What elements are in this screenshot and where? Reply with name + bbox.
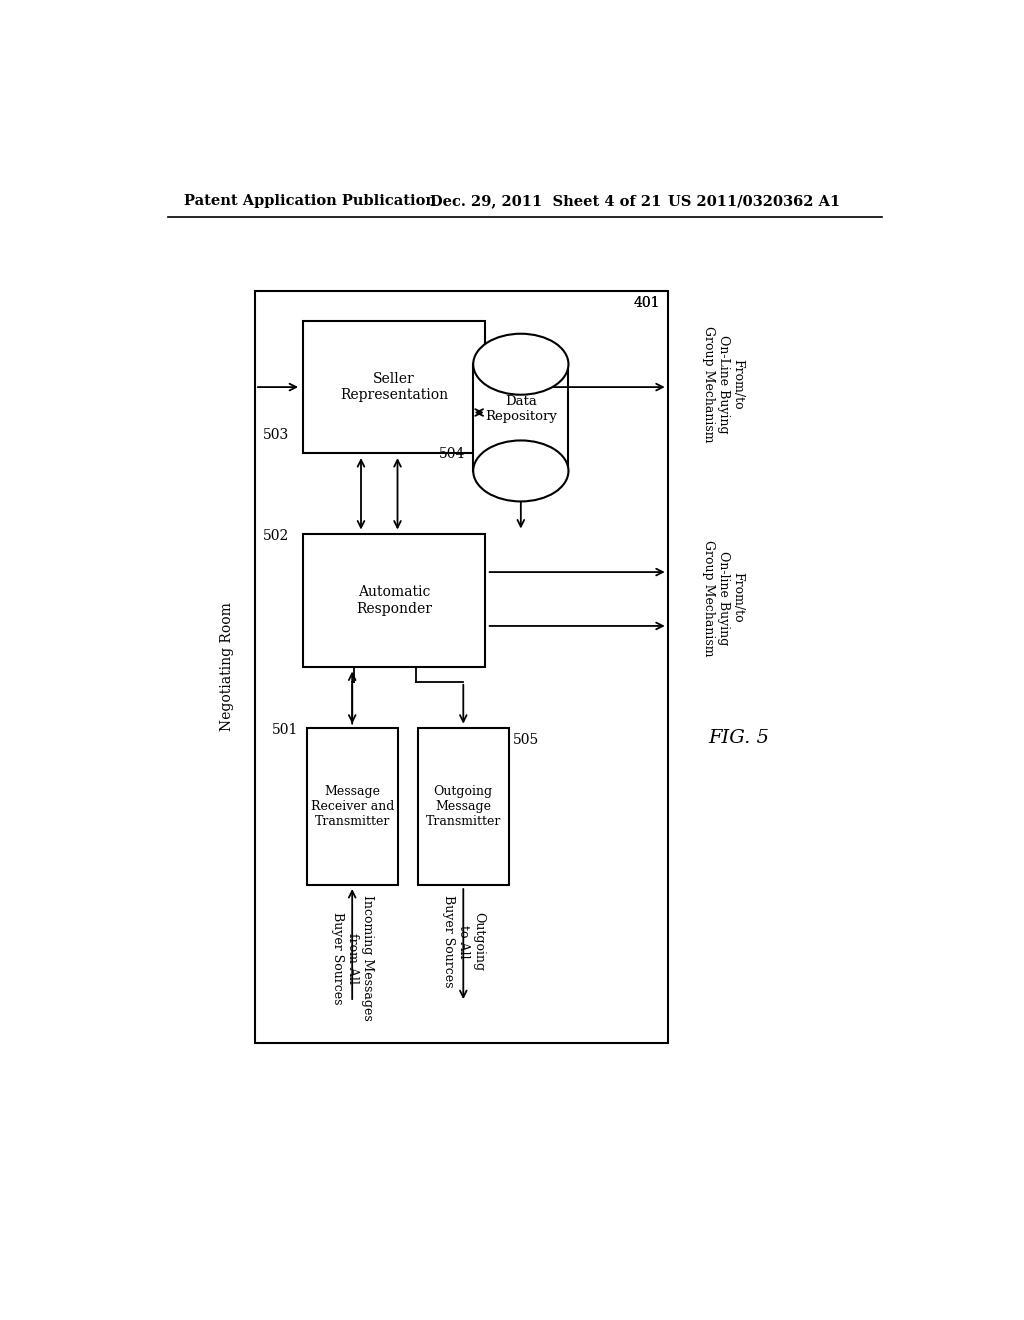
Text: From/to
On-line Buying
Group Mechanism: From/to On-line Buying Group Mechanism [701, 540, 744, 656]
Text: Dec. 29, 2011  Sheet 4 of 21: Dec. 29, 2011 Sheet 4 of 21 [430, 194, 660, 209]
Bar [303, 535, 485, 667]
Ellipse shape [473, 334, 568, 395]
Text: 501: 501 [272, 722, 299, 737]
Text: Outgoing
to All
Buyer Sources: Outgoing to All Buyer Sources [441, 895, 484, 987]
Text: Automatic
Responder: Automatic Responder [356, 586, 432, 615]
Text: Outgoing
Message
Transmitter: Outgoing Message Transmitter [426, 785, 501, 828]
Text: 502: 502 [263, 529, 289, 544]
Text: From/to
On-Line Buying
Group Mechanism: From/to On-Line Buying Group Mechanism [701, 326, 744, 442]
Bar [255, 290, 668, 1043]
Ellipse shape [473, 441, 568, 502]
Text: 505: 505 [513, 733, 540, 747]
Text: Negotiating Room: Negotiating Room [220, 602, 234, 731]
Bar [418, 727, 509, 886]
Text: Seller
Representation: Seller Representation [340, 372, 447, 403]
Bar [306, 727, 397, 886]
Text: 504: 504 [439, 446, 465, 461]
Bar [473, 364, 568, 471]
Text: Data
Repository: Data Repository [485, 396, 557, 424]
Text: Patent Application Publication: Patent Application Publication [183, 194, 435, 209]
Text: Incoming Messages
from All
Buyer Sources: Incoming Messages from All Buyer Sources [331, 895, 374, 1022]
Text: 401: 401 [633, 296, 659, 310]
Text: Message
Receiver and
Transmitter: Message Receiver and Transmitter [310, 785, 394, 828]
Bar [303, 321, 485, 453]
Text: FIG. 5: FIG. 5 [709, 729, 770, 747]
Text: 503: 503 [263, 428, 289, 442]
Text: 401: 401 [633, 296, 659, 310]
Text: US 2011/0320362 A1: US 2011/0320362 A1 [668, 194, 840, 209]
